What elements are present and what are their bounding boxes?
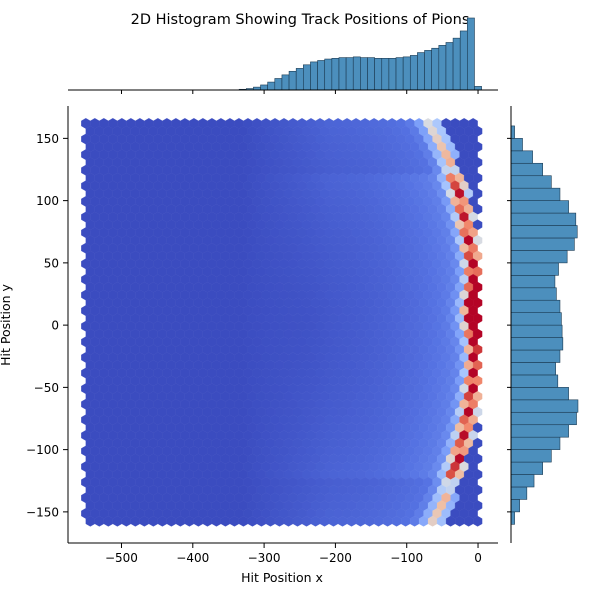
marginal-y-bar [510,486,528,500]
marginal-x-bar [467,17,475,91]
marginal-y-bar [510,225,578,239]
marginal-y-bar [510,262,559,276]
marginal-x-bar [345,57,354,91]
hexbin-plot-area: −500 −400 −300 −200 −100 0 −150−100−500501001… [26,106,498,565]
marginal-y-bar [510,474,535,488]
marginal-y-bar [510,362,556,376]
marginal-x-bar [402,56,411,91]
marginal-x-bar [267,81,276,91]
marginal-x-bar [424,50,432,91]
marginal-x-bar [395,57,404,91]
y-tick-label: 100 [36,194,59,208]
marginal-x-bar [310,61,318,91]
marginal-x-bar [288,70,297,91]
marginal-x-bar [409,55,418,91]
marginal-x-bar [352,56,361,91]
marginal-x-bar [452,37,461,91]
y-axis-ticks: −150 −100 −50 0 50 100 150 [26,132,68,519]
marginal-y-bar [510,411,577,426]
marginal-x-bar [338,57,347,91]
marginal-y-bar [510,138,523,152]
marginal-x-bar [295,68,304,91]
marginal-y-bar [510,162,543,177]
marginal-x-bar [360,57,368,91]
marginal-y-bar [510,511,515,525]
marginal-x-bar [331,58,340,91]
y-tick-label: −100 [26,443,59,457]
chart-title: 2D Histogram Showing Track Positions of … [131,12,470,28]
marginal-x-bar [417,52,425,91]
marginal-x-bar [260,84,268,91]
y-tick-label: −150 [26,505,59,519]
marginal-y-bar [510,387,569,401]
hexbin-cell [472,515,483,527]
marginal-y-bar [510,436,561,450]
marginal-y-bar [510,349,561,363]
marginal-y-bar [510,312,562,326]
x-tick-label: −200 [319,551,352,565]
marginal-y-bar [510,150,533,164]
marginal-y-bar [510,337,564,351]
x-axis-ticks: −500 −400 −300 −200 −100 0 [105,543,482,565]
marginal-x-bar [281,74,290,91]
y-tick-label: 50 [44,256,59,270]
marginal-y-bar [510,324,563,338]
hexbin-cells [81,118,483,527]
marginal-x-bar [431,47,440,91]
marginal-y-bar [510,212,577,226]
marginal-x-bar [303,64,311,91]
x-tick-label: −100 [390,551,423,565]
marginal-x-bar [374,58,383,91]
marginal-y-histogram [507,106,579,543]
marginal-x-bar [474,86,482,91]
marginal-y-bar [510,250,568,264]
marginal-y-bar [510,125,515,139]
marginal-x-bar [445,42,454,91]
marginal-y-bar [510,287,557,301]
x-tick-label: −500 [105,551,138,565]
marginal-y-bar [510,499,520,513]
marginal-x-bar [388,58,397,91]
marginal-y-bar [510,187,561,201]
y-tick-label: 0 [51,319,59,333]
marginal-y-bar [510,461,543,475]
marginal-x-bar [317,60,326,91]
x-tick-label: 0 [474,551,482,565]
marginal-y-bar [510,424,569,438]
marginal-y-bar [510,237,575,251]
marginal-x-bar [367,57,375,91]
marginal-y-bar [510,299,561,313]
marginal-x-bar [324,58,333,91]
y-tick-label: −50 [34,381,59,395]
y-tick-label: 150 [36,132,59,146]
marginal-x-bar [459,30,468,91]
marginal-y-bar [510,374,559,388]
marginal-y-bar [510,449,552,463]
y-axis-label: Hit Position y [0,284,13,366]
x-tick-label: −300 [248,551,281,565]
x-axis-label: Hit Position x [241,570,323,585]
marginal-y-bar [510,175,552,189]
marginal-x-histogram [68,17,498,94]
x-tick-label: −400 [176,551,209,565]
marginal-y-bar [510,200,569,214]
marginal-y-bar [510,275,556,289]
marginal-x-bar [438,45,447,91]
marginal-x-bar [274,78,283,91]
marginal-x-bar [381,58,390,91]
marginal-y-bar [510,399,579,413]
